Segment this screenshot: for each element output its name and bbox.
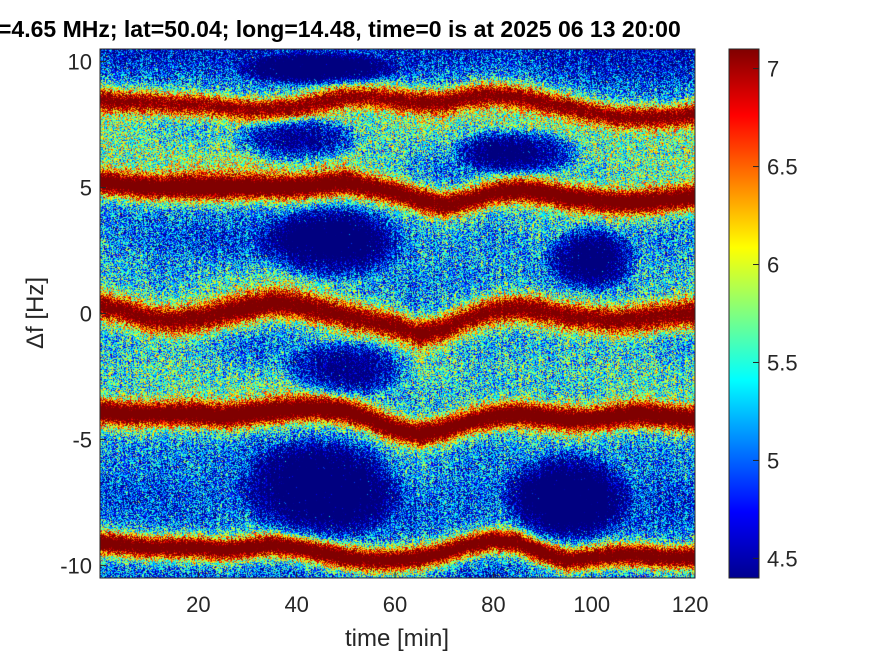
y-tick-label: 0: [80, 302, 92, 327]
colorbar-tick-label: 7: [767, 57, 779, 82]
x-axis-label: time [min]: [345, 625, 449, 652]
x-tick-label: 20: [186, 592, 210, 617]
x-axis: 20 40 60 80 100 120: [186, 572, 708, 617]
colorbar: [728, 48, 760, 579]
y-axis: 10 5 0 -5 -10: [60, 50, 106, 578]
spectrogram-image: [100, 49, 695, 578]
x-tick-label: 120: [672, 592, 709, 617]
x-tick-label: 60: [383, 592, 407, 617]
y-tick-label: 10: [68, 50, 92, 75]
chart-title: =4.65 MHz; lat=50.04; long=14.48, time=0…: [0, 16, 681, 42]
colorbar-tick-label: 5: [767, 448, 779, 473]
colorbar-tick-label: 4.5: [767, 546, 798, 571]
x-tick-label: 100: [573, 592, 610, 617]
colorbar-tick-label: 6.5: [767, 155, 798, 180]
y-axis-label: Δf [Hz]: [22, 277, 49, 349]
plot-area: [100, 49, 695, 578]
colorbar-axis: 4.5 5 5.5 6 6.5 7: [753, 57, 798, 571]
x-tick-label: 40: [284, 592, 308, 617]
colorbar-tick-label: 6: [767, 253, 779, 278]
y-tick-label: 5: [80, 176, 92, 201]
y-tick-label: -10: [60, 553, 92, 578]
x-tick-label: 80: [481, 592, 505, 617]
y-tick-label: -5: [72, 427, 92, 452]
colorbar-tick-label: 5.5: [767, 350, 798, 375]
